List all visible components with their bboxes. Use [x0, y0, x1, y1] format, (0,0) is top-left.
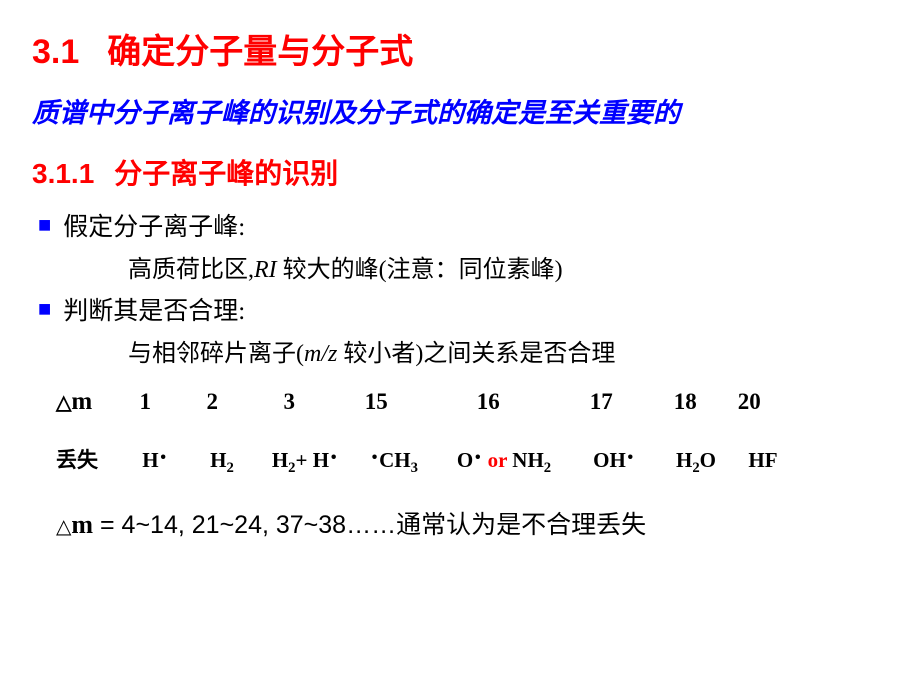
dm-3: 3	[250, 389, 328, 415]
dm-16: 16	[424, 389, 552, 415]
b2-pre: 与相邻碎片离子(	[128, 341, 304, 367]
summary-line: △m = 4~14, 21~24, 37~38……通常认为是不合理丢失	[56, 505, 888, 541]
section-text: 确定分子量与分子式	[107, 33, 413, 71]
dm-17: 17	[556, 389, 646, 415]
dm-15: 15	[332, 389, 420, 415]
b1-post: 较大的峰(注意：同位素峰)	[277, 257, 563, 283]
bullet-1: ■ 假定分子离子峰:	[32, 210, 888, 245]
section-title: 3.1 确定分子量与分子式	[32, 24, 888, 73]
b1-pre: 高质荷比区,	[128, 257, 254, 283]
bullet-icon: ■	[38, 294, 51, 325]
subsection-number: 3.1.1	[32, 158, 94, 189]
triangle-icon: △	[56, 516, 71, 538]
section-number: 3.1	[32, 33, 79, 71]
subsection-text: 分子离子峰的识别	[114, 158, 338, 189]
loss-H: H·	[126, 448, 184, 473]
dm-1: 1	[116, 389, 174, 415]
loss-OH: OH·	[574, 448, 654, 473]
loss-row: 丢失 H· H2 H2+ H· ·CH3 O· or NH2 OH· H2O H…	[56, 444, 888, 477]
loss-H2O: H2O	[658, 448, 734, 477]
bullet-icon: ■	[38, 210, 51, 241]
b2-ital: m/z	[304, 341, 337, 367]
header-row: △m 1 2 3 15 16 17 18 20	[56, 388, 888, 416]
bullet-1-text: 假定分子离子峰:	[63, 210, 245, 245]
summary-text: = 4~14, 21~24, 37~38……通常认为是不合理丢失	[93, 511, 646, 539]
subsection-title: 3.1.1 分子离子峰的识别	[32, 152, 888, 192]
delta-m-table: △m 1 2 3 15 16 17 18 20 丢失 H· H2 H2+ H· …	[56, 388, 888, 477]
loss-H2: H2	[188, 448, 256, 477]
slide-container: 3.1 确定分子量与分子式 质谱中分子离子峰的识别及分子式的确定是至关重要的 3.…	[0, 0, 920, 565]
loss-H2H: H2+ H·	[260, 448, 350, 477]
loss-label: 丢失	[56, 448, 98, 472]
summary-m: m	[71, 510, 93, 539]
dm-2: 2	[178, 389, 246, 415]
loss-O-NH2: O· or NH2	[438, 448, 570, 477]
b2-post: 较小者)之间关系是否合理	[337, 341, 615, 367]
bullet-1-detail: 高质荷比区,RI 较大的峰(注意：同位素峰)	[128, 249, 888, 284]
b1-ital: RI	[254, 257, 277, 283]
dm-18: 18	[650, 389, 720, 415]
dm-label: △m	[56, 388, 92, 415]
dm-20: 20	[724, 389, 774, 415]
bullet-2-detail: 与相邻碎片离子(m/z 较小者)之间关系是否合理	[128, 333, 888, 368]
loss-HF: HF	[738, 448, 788, 473]
bullet-2-text: 判断其是否合理:	[63, 294, 245, 329]
subtitle: 质谱中分子离子峰的识别及分子式的确定是至关重要的	[32, 91, 888, 130]
bullet-2: ■ 判断其是否合理:	[32, 294, 888, 329]
loss-CH3: ·CH3	[354, 448, 434, 477]
dm-m: m	[71, 388, 92, 415]
